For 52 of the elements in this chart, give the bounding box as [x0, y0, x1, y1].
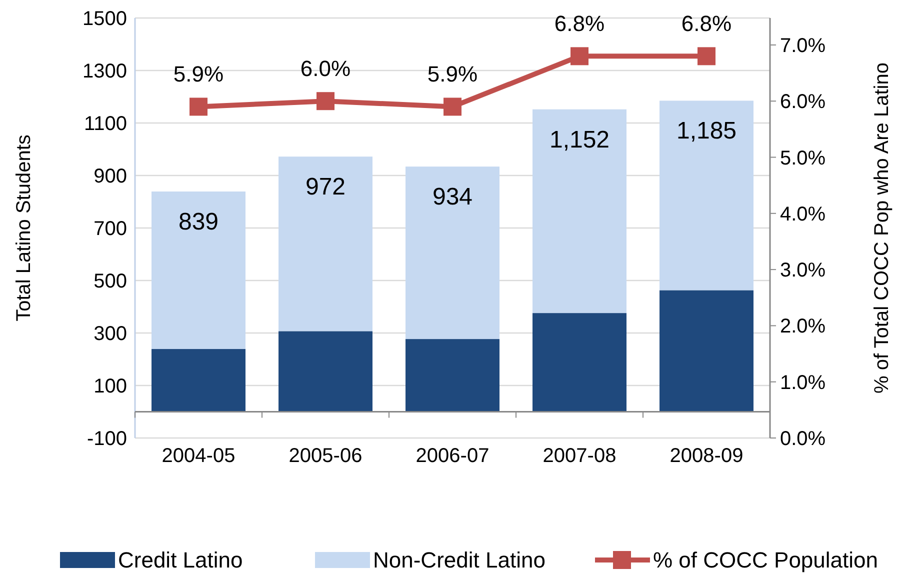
bar — [152, 192, 246, 350]
y-tick-label: 500 — [94, 270, 127, 292]
y-tick-label: 700 — [94, 218, 127, 240]
x-tick-label: 2004-05 — [162, 445, 236, 467]
bar — [532, 313, 626, 412]
x-tick-label: 2005-06 — [288, 445, 362, 467]
y-tick-label: 900 — [94, 166, 127, 188]
point — [570, 47, 588, 66]
bar — [278, 156, 372, 332]
point — [190, 98, 208, 116]
point — [444, 98, 462, 116]
total-label: 1,152 — [549, 126, 610, 154]
data-label: 5.9% — [427, 62, 478, 87]
data-label: 6.8% — [681, 11, 732, 36]
y2-tick-label: 2.0% — [780, 316, 826, 338]
total-label: 1,185 — [676, 118, 737, 145]
y2-axis-title: % of Total COCC Pop who Are Latino — [871, 62, 893, 394]
x-tick-label: 2008-09 — [670, 445, 744, 467]
bar — [278, 331, 372, 412]
x-tick-label: 2007-08 — [542, 445, 616, 467]
x-tick-label: 2006-07 — [416, 445, 490, 467]
bar — [406, 339, 500, 412]
data-label: 6.8% — [554, 11, 605, 36]
total-label: 839 — [178, 208, 219, 236]
y-tick-label: 300 — [94, 323, 127, 345]
bar — [660, 290, 754, 412]
y-tick-label: 1100 — [84, 113, 127, 135]
bar — [152, 349, 246, 412]
y2-tick-label: 0.0% — [780, 428, 826, 450]
bar — [532, 109, 626, 314]
data-label: 6.0% — [300, 56, 351, 82]
y2-tick-label: 6.0% — [780, 91, 826, 114]
y2-tick-label: 5.0% — [780, 147, 826, 170]
y2-tick-label: 7.0% — [780, 34, 826, 57]
data-label: 5.9% — [173, 62, 224, 87]
point — [698, 47, 716, 66]
legend-label: % of COCC Population — [653, 548, 878, 573]
y-tick-label: 1500 — [82, 8, 127, 30]
legend-label: Credit Latino — [118, 548, 243, 573]
y2-tick-label: 3.0% — [780, 260, 826, 282]
y-tick-label: 1300 — [82, 60, 127, 82]
total-label: 972 — [305, 174, 346, 201]
bar — [660, 100, 754, 290]
bar — [406, 166, 500, 340]
total-label: 934 — [432, 184, 473, 211]
point — [316, 92, 334, 110]
y-tick-label: 100 — [94, 376, 127, 398]
y2-tick-label: 4.0% — [780, 203, 826, 226]
y-tick-label: -100 — [86, 428, 127, 450]
legend-label: Non-Credit Latino — [373, 548, 546, 573]
y-axis-title: Total Latino Students — [13, 134, 35, 322]
y2-tick-label: 1.0% — [780, 372, 826, 394]
